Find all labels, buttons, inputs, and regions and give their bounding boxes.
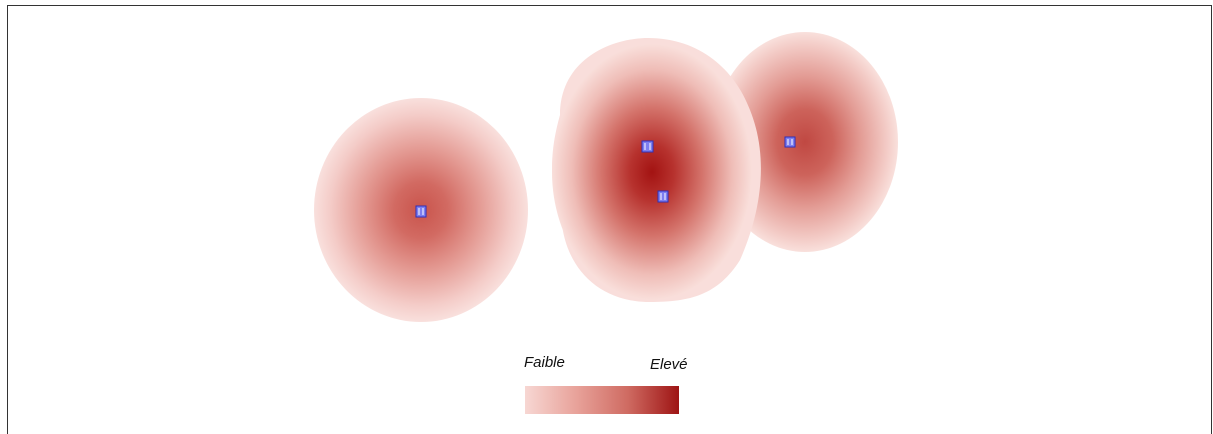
station-marker-icon (641, 140, 654, 153)
station-marker-icon (415, 205, 427, 218)
legend-high-label: Elevé (650, 356, 688, 373)
station-marker-icon (784, 136, 796, 148)
station-marker-icon (657, 190, 669, 203)
legend-low-label: Faible (524, 354, 565, 371)
legend-color-ramp (525, 386, 679, 414)
density-cluster-middle (552, 38, 761, 302)
